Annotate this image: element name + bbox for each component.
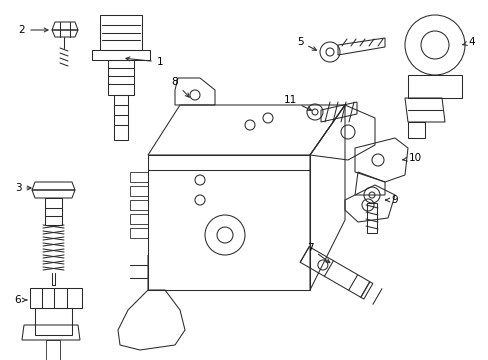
Text: 11: 11 — [283, 95, 311, 111]
Text: 3: 3 — [15, 183, 31, 193]
Text: 7: 7 — [306, 243, 329, 263]
Text: 8: 8 — [171, 77, 189, 97]
Text: 10: 10 — [402, 153, 421, 163]
Text: 4: 4 — [462, 37, 474, 47]
Text: 5: 5 — [296, 37, 316, 50]
Text: 9: 9 — [385, 195, 398, 205]
Text: 6: 6 — [15, 295, 27, 305]
Text: 2: 2 — [19, 25, 48, 35]
Text: 1: 1 — [126, 57, 163, 67]
